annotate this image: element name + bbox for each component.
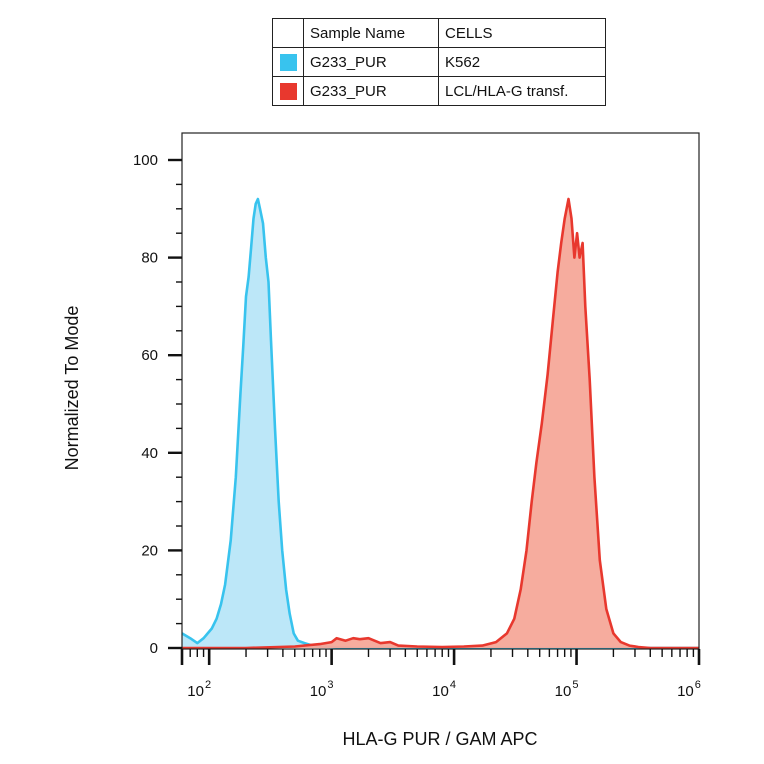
y-tick-label: 40 xyxy=(141,445,158,462)
legend-table: Sample Name CELLS G233_PUR K562 G233_PUR… xyxy=(272,18,606,106)
y-axis: 0 20 40 60 80 100 xyxy=(133,152,182,657)
x-tick-label: 103 xyxy=(310,679,334,700)
y-tick-label: 20 xyxy=(141,542,158,559)
x-tick-label: 104 xyxy=(432,679,456,700)
series-line-0 xyxy=(181,197,699,650)
x-axis: 102 103 104 105 106 xyxy=(180,649,701,700)
y-tick-label: 100 xyxy=(133,152,158,169)
y-tick-label: 60 xyxy=(141,347,158,364)
series-layer xyxy=(181,197,699,650)
legend-row-lcl-name: G233_PUR xyxy=(303,76,439,106)
legend-swatch-k562 xyxy=(279,53,297,71)
y-axis-title: Normalized To Mode xyxy=(62,306,82,471)
plot-frame xyxy=(181,132,700,650)
legend-swatch-lcl xyxy=(279,82,297,100)
x-axis-title: HLA-G PUR / GAM APC xyxy=(342,729,537,749)
legend-row-lcl-cells: LCL/HLA-G transf. xyxy=(438,76,606,106)
series-area-1 xyxy=(182,199,699,648)
x-tick-label: 105 xyxy=(555,679,579,700)
x-tick-label: 106 xyxy=(677,679,701,700)
y-tick-label: 80 xyxy=(141,250,158,267)
legend-row-k562: G233_PUR K562 xyxy=(272,47,606,77)
x-tick-label: 102 xyxy=(187,679,211,700)
series-area-0 xyxy=(182,199,699,648)
series-line-1 xyxy=(182,197,699,650)
y-tick-label: 0 xyxy=(150,640,158,657)
legend-row-lcl: G233_PUR LCL/HLA-G transf. xyxy=(272,76,606,106)
legend-row-k562-cells: K562 xyxy=(438,47,606,77)
